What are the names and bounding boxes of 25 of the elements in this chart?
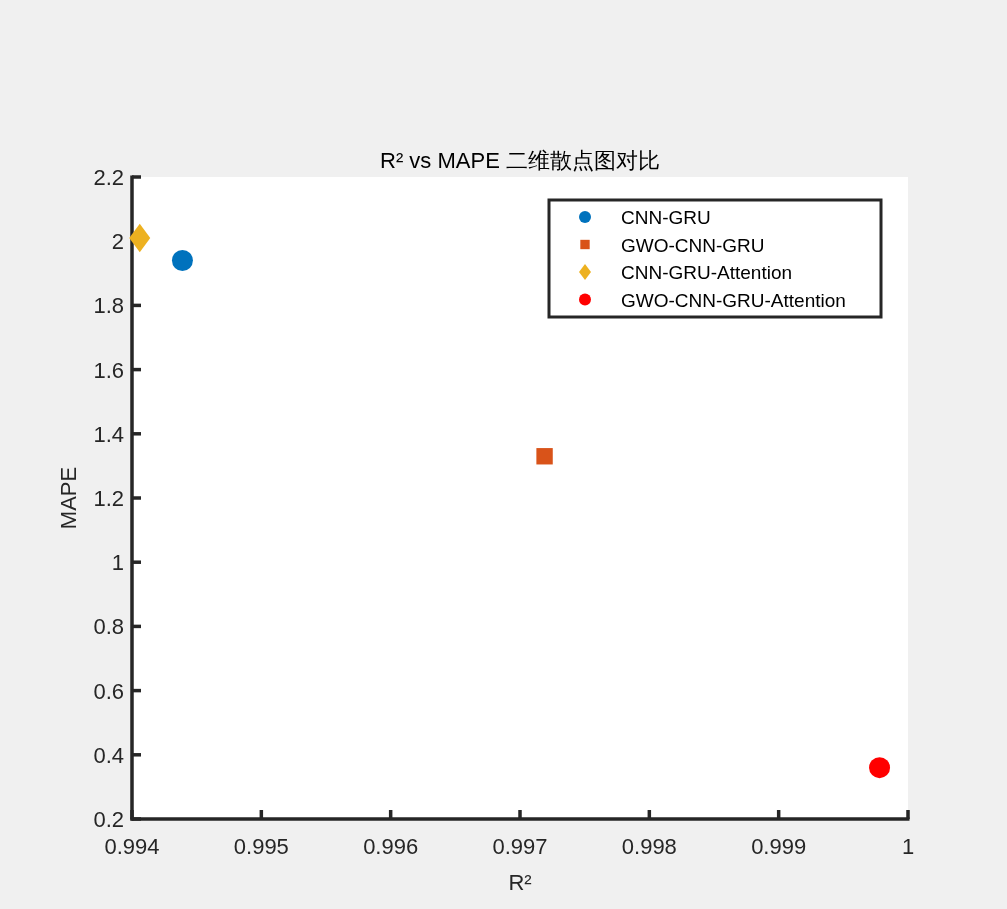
chart-title: R² vs MAPE 二维散点图对比 <box>380 148 660 173</box>
x-tick-label: 1 <box>901 834 915 859</box>
legend-label: CNN-GRU <box>621 207 711 228</box>
y-tick-label: 1.8 <box>93 293 124 319</box>
x-tick-label: 0.996 <box>363 834 419 859</box>
y-tick-label: 1.2 <box>93 486 124 511</box>
x-tick-label: 0.998 <box>621 834 677 859</box>
x-tick-label: 0.995 <box>233 834 289 859</box>
y-tick-label: 0.8 <box>93 614 124 640</box>
x-tick-label: 0.999 <box>751 834 807 859</box>
y-tick-label: 2.2 <box>93 165 124 190</box>
y-tick-label: 0.2 <box>93 807 124 832</box>
y-tick-label: 2 <box>111 229 124 255</box>
legend-label: GWO-CNN-GRU <box>621 234 765 256</box>
x-tick-label: 0.997 <box>492 834 548 859</box>
y-tick-label: 1.4 <box>93 421 124 447</box>
y-tick-label: 1 <box>111 550 124 576</box>
x-tick-label: 0.994 <box>104 834 160 859</box>
y-tick-label: 1.6 <box>93 357 124 383</box>
y-axis-title: MAPE <box>56 466 81 530</box>
y-tick-label: 0.4 <box>93 742 124 768</box>
legend-label: CNN-GRU-Attention <box>621 262 793 283</box>
legend-label: GWO-CNN-GRU-Attention <box>621 289 846 311</box>
x-axis-title: R² <box>508 870 532 895</box>
y-tick-label: 0.6 <box>93 678 124 704</box>
